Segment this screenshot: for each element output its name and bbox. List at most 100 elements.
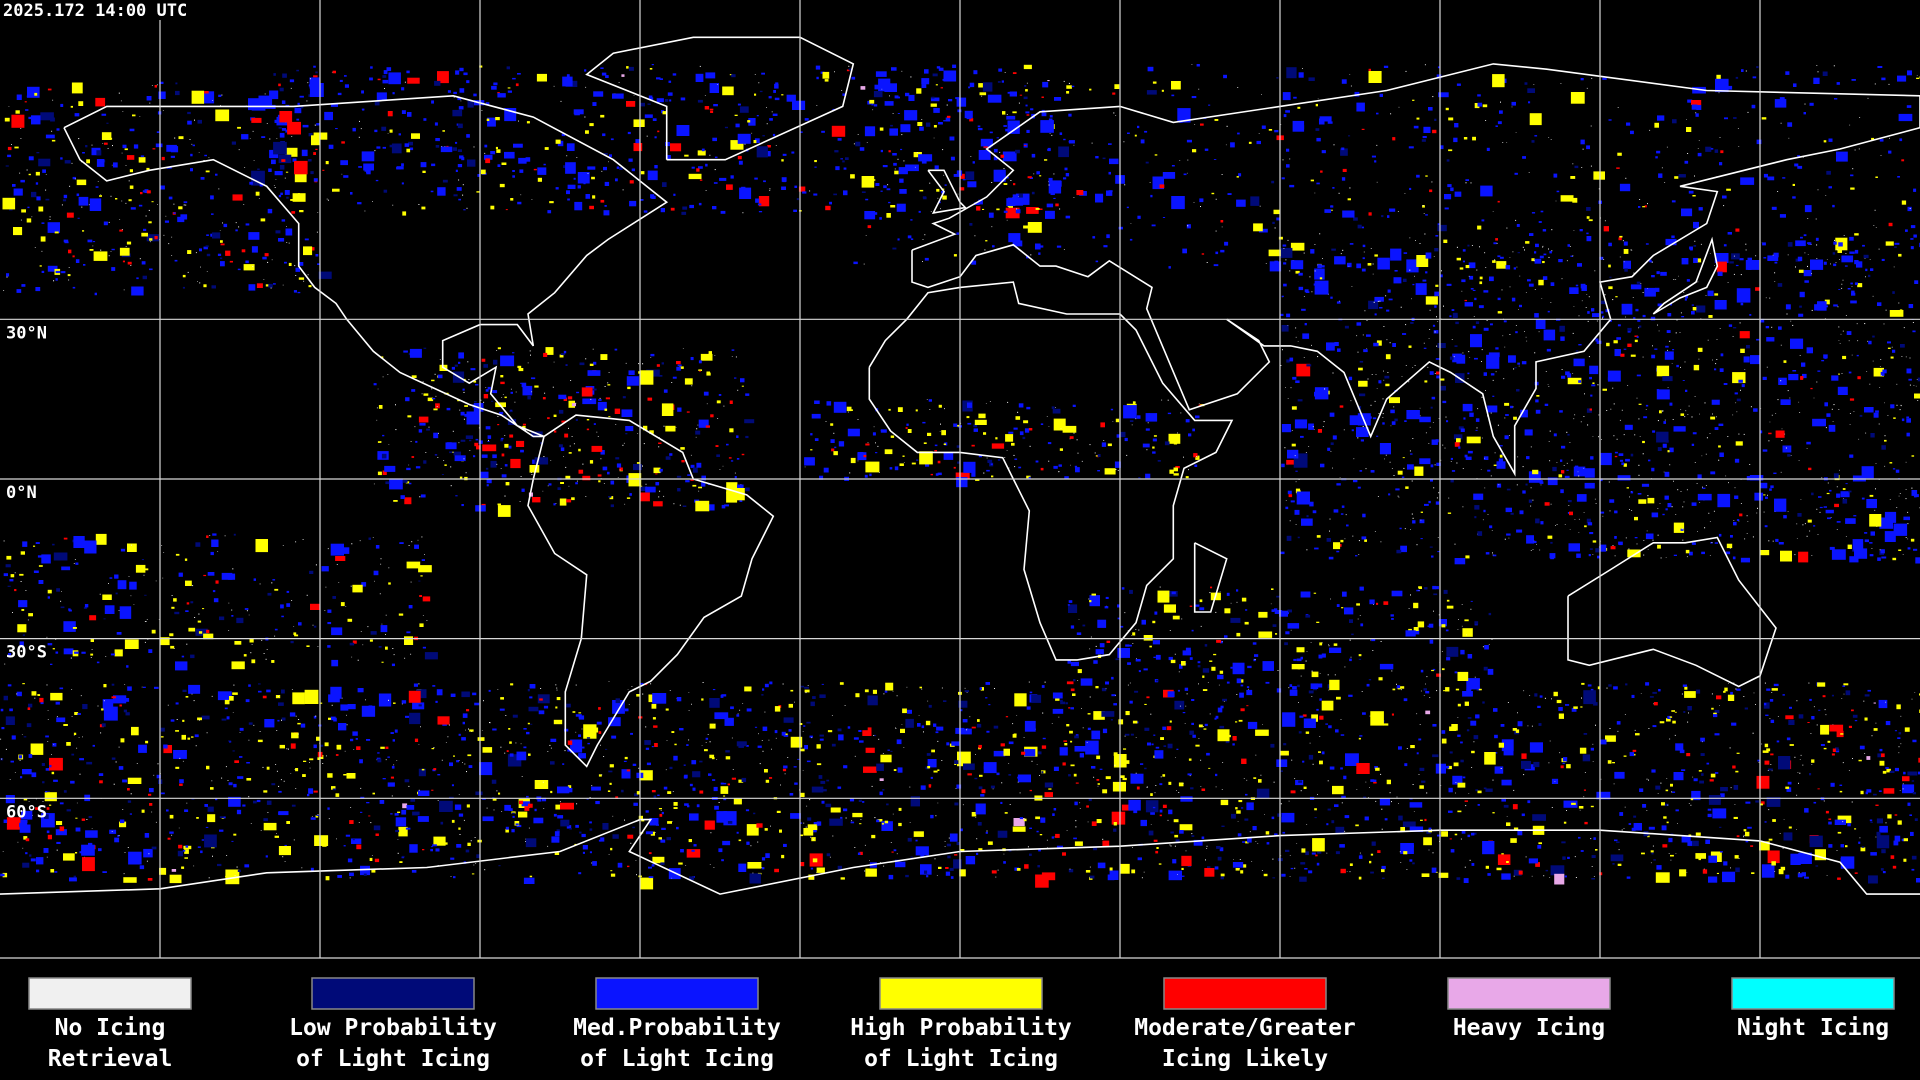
icing-pixel [16,693,18,695]
icing-pixel [848,65,850,67]
icing-pixel [260,830,262,831]
icing-pixel [1085,870,1091,873]
icing-pixel [1916,77,1920,79]
icing-pixel [294,172,307,183]
icing-pixel [1593,837,1596,840]
icing-pixel [705,504,715,511]
icing-pixel [275,764,277,765]
icing-pixel [358,136,360,138]
icing-pixel [1246,802,1254,811]
icing-pixel [86,819,88,820]
icing-pixel [55,829,67,836]
icing-pixel [1538,842,1542,845]
icing-pixel [1875,176,1878,178]
icing-pixel [698,166,703,169]
icing-pixel [709,83,719,93]
icing-pixel [1911,855,1917,860]
icing-pixel [1183,173,1187,176]
icing-pixel [542,781,544,783]
icing-pixel [581,387,593,397]
icing-pixel [1063,138,1066,141]
icing-pixel [130,793,132,795]
icing-pixel [1014,867,1020,871]
icing-pixel [1167,743,1173,749]
icing-pixel [122,809,124,810]
icing-pixel [46,684,48,686]
icing-pixel [563,165,566,168]
icing-pixel [457,97,462,101]
icing-pixel [1018,102,1020,104]
icing-pixel [1261,94,1262,95]
icing-pixel [1432,129,1437,134]
icing-pixel [1355,555,1358,557]
icing-pixel [768,96,772,99]
icing-pixel [1603,226,1609,232]
icing-pixel [1340,734,1345,736]
icing-pixel [1501,873,1511,880]
icing-pixel [250,823,252,824]
icing-pixel [458,760,460,761]
icing-pixel [1381,215,1384,218]
icing-pixel [1102,157,1106,160]
icing-pixel [415,440,418,443]
icing-pixel [1616,721,1621,725]
icing-pixel [652,693,667,704]
icing-pixel [1237,132,1240,135]
icing-pixel [388,699,389,701]
icing-pixel [434,454,438,456]
icing-pixel [1023,96,1028,100]
icing-pixel [1147,742,1151,746]
icing-pixel [1246,779,1248,781]
icing-pixel [954,854,958,856]
icing-pixel [401,182,404,185]
icing-pixel [979,92,987,96]
icing-pixel [1177,874,1178,875]
icing-pixel [929,182,931,184]
icing-pixel [1374,531,1376,532]
icing-pixel [521,776,523,777]
icing-pixel [1788,137,1790,139]
icing-pixel [1618,849,1620,851]
icing-pixel [454,804,462,810]
icing-pixel [886,803,889,806]
icing-pixel [1167,691,1175,698]
icing-pixel [317,814,319,815]
icing-pixel [1837,249,1839,251]
icing-pixel [211,285,216,289]
icing-pixel [507,90,512,93]
icing-pixel [505,826,509,830]
icing-pixel [1563,800,1578,808]
icing-pixel [1028,681,1030,683]
icing-pixel [1102,840,1110,847]
icing-pixel [1631,827,1636,831]
icing-pixel [1646,778,1648,780]
icing-pixel [161,156,165,161]
icing-pixel [571,497,575,501]
icing-pixel [875,183,880,186]
icing-pixel [1785,715,1794,720]
icing-pixel [353,749,355,750]
icing-pixel [807,824,818,831]
icing-pixel [461,504,464,507]
icing-pixel [148,793,152,796]
icing-pixel [1531,875,1533,877]
icing-pixel [40,112,54,121]
icing-pixel [462,184,464,186]
icing-pixel [1460,759,1464,763]
icing-pixel [504,396,507,399]
icing-pixel [91,144,93,146]
icing-pixel [1008,741,1014,745]
icing-pixel [324,742,329,747]
icing-pixel [149,268,153,271]
icing-pixel [696,462,702,468]
icing-pixel [244,864,250,868]
icing-pixel [1370,853,1374,856]
icing-pixel [762,750,764,752]
icing-pixel [474,401,477,403]
icing-pixel [1398,803,1399,804]
icing-pixel [559,498,567,506]
icing-pixel [423,393,429,396]
icing-pixel [325,755,327,757]
icing-pixel [691,849,695,852]
icing-pixel [51,139,56,142]
